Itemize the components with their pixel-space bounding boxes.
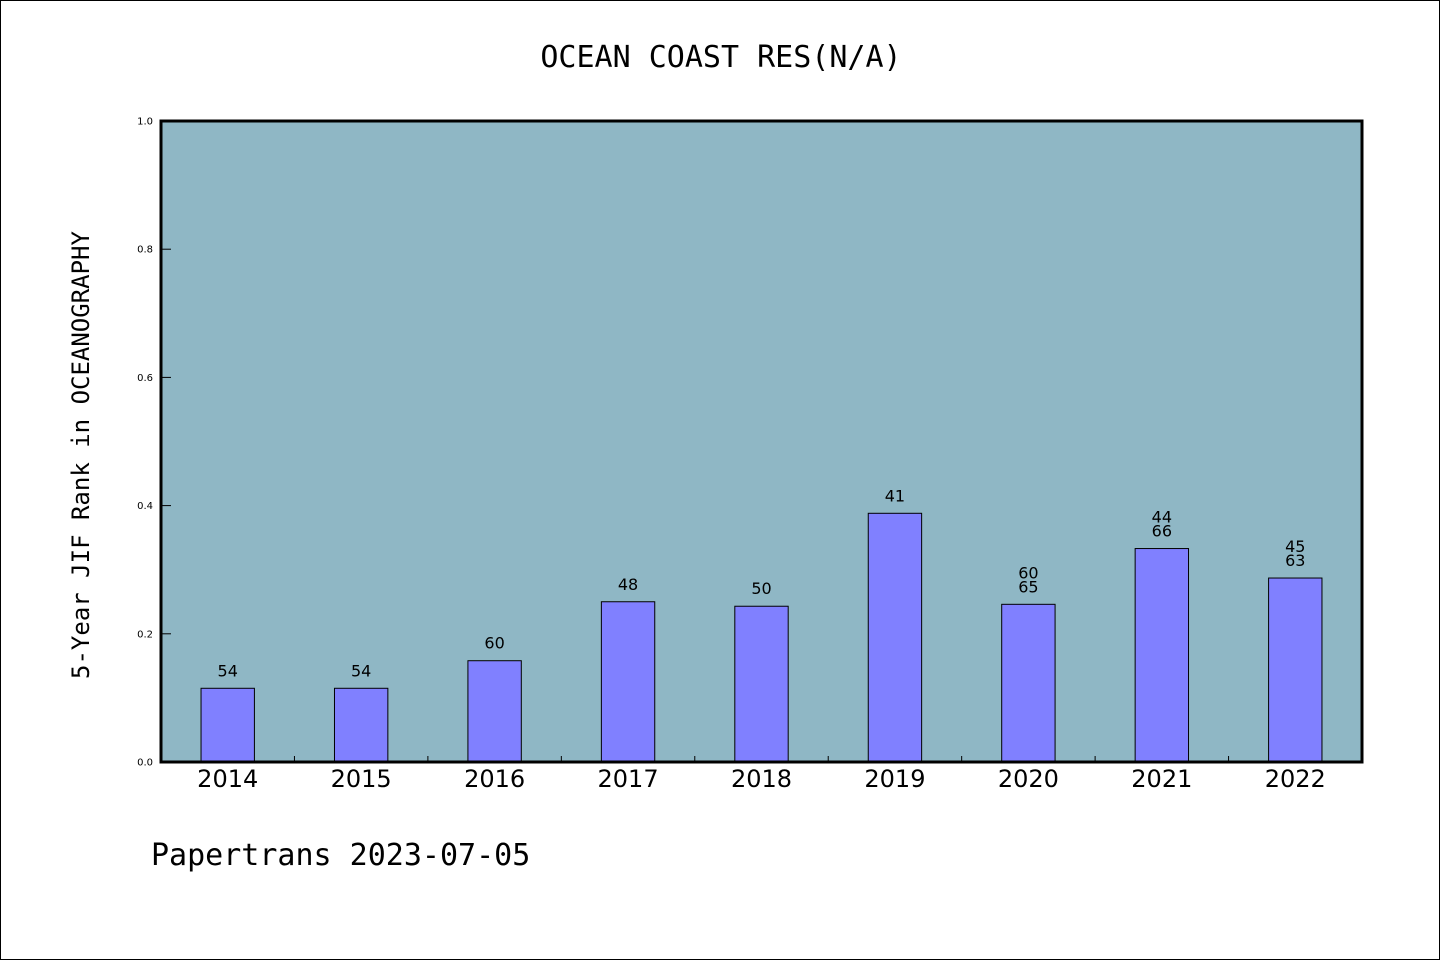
y-axis-label: 5-Year JIF Rank in OCEANOGRAPHY [67, 230, 95, 678]
bar-data-label: 66 [1152, 522, 1172, 541]
y-tick-label: 0.8 [137, 245, 153, 256]
bar-data-label: 54 [351, 661, 371, 680]
plot-frame [159, 119, 1364, 764]
bar-data-label: 65 [1018, 577, 1038, 596]
y-tick-label: 1.0 [137, 117, 153, 128]
y-tick-label: 0.6 [137, 373, 153, 384]
x-tick-label: 2015 [331, 765, 392, 793]
x-tick-label: 2016 [464, 765, 525, 793]
bar-data-label: 41 [885, 486, 905, 505]
bar-data-label: 48 [618, 575, 638, 594]
x-tick-label: 2017 [598, 765, 659, 793]
bar [333, 687, 389, 763]
chart-title: OCEAN COAST RES(N/A) [540, 40, 901, 75]
x-tick-label: 2019 [864, 765, 925, 793]
x-tick-label: 2022 [1265, 765, 1326, 793]
bar [1001, 603, 1056, 763]
bar-data-label: 45 [1285, 537, 1305, 556]
bar-data-label: 63 [1285, 551, 1305, 570]
bar [200, 687, 255, 763]
bar [1268, 577, 1323, 763]
bar [600, 601, 656, 763]
bar-data-label: 54 [218, 661, 238, 680]
bar-data-label: 60 [484, 634, 504, 653]
bar [867, 512, 923, 763]
x-tick-label: 2018 [731, 765, 792, 793]
y-tick-label: 0.0 [137, 758, 153, 769]
bars-group [200, 512, 1323, 763]
x-tick-label: 2020 [998, 765, 1059, 793]
y-tick-label: 0.2 [137, 629, 153, 640]
footer-text: Papertrans 2023-07-05 [151, 838, 530, 873]
bar [734, 605, 789, 763]
bar [467, 660, 522, 763]
bar-data-label: 60 [1018, 563, 1038, 582]
bar-data-label: 50 [751, 579, 771, 598]
x-tick-label: 2021 [1131, 765, 1192, 793]
bar-data-label: 44 [1152, 508, 1172, 527]
bar [1134, 548, 1190, 763]
y-tick-label: 0.4 [137, 501, 153, 512]
x-tick-label: 2014 [197, 765, 258, 793]
x-axis-ticks: 2014 2015 2016 2017 2018 2019 2020 2021 2022 [197, 756, 1326, 793]
